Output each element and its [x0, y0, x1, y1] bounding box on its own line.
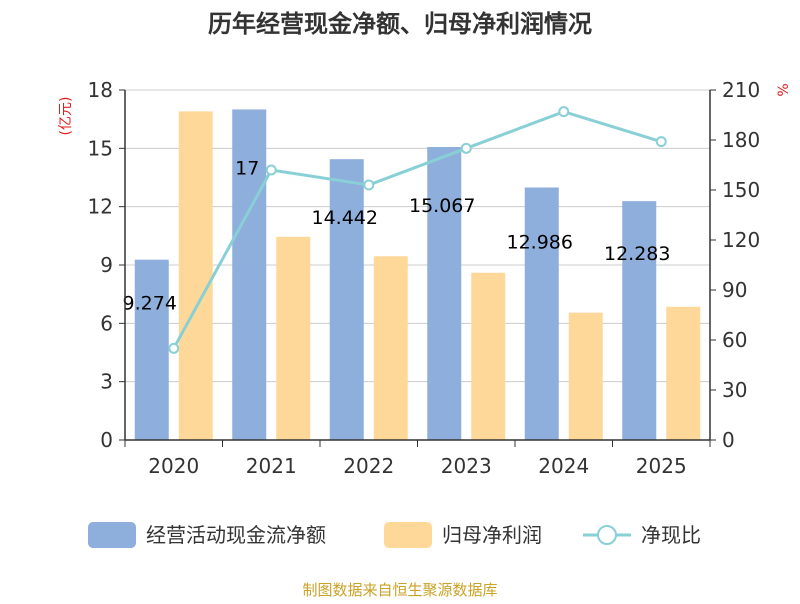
y-left-tick-label: 3 [100, 370, 113, 394]
bar-net-profit [276, 237, 310, 440]
data-label: 12.986 [507, 231, 573, 253]
line-point [169, 344, 178, 353]
line-point [462, 144, 471, 153]
y-left-tick-label: 6 [100, 311, 113, 335]
data-label: 9.274 [123, 293, 177, 315]
bar-operating-cashflow [427, 147, 461, 440]
x-tick-label: 2021 [246, 454, 297, 478]
source-note: 制图数据来自恒生聚源数据库 [302, 581, 497, 599]
y-left-tick-label: 9 [100, 253, 113, 277]
y-right-tick-label: 30 [722, 378, 747, 402]
x-tick-label: 2023 [441, 454, 492, 478]
y-right-tick-label: 180 [722, 128, 760, 152]
data-label: 14.442 [312, 207, 378, 229]
line-point [267, 166, 276, 175]
y-left-tick-label: 0 [100, 428, 113, 452]
bar-operating-cashflow [135, 260, 169, 440]
y-left-tick-label: 15 [88, 136, 113, 160]
bar-net-profit [374, 256, 408, 440]
y-left-tick-label: 18 [88, 78, 113, 102]
bar-net-profit [666, 307, 700, 440]
data-label: 12.283 [604, 243, 670, 265]
legend: 经营活动现金流净额 归母净利润 净现比 [88, 522, 701, 548]
y-right-tick-label: 60 [722, 328, 747, 352]
x-tick-label: 2024 [538, 454, 589, 478]
bar-operating-cashflow [622, 201, 656, 440]
y-right-tick-label: 150 [722, 178, 760, 202]
bar-net-profit [569, 313, 603, 440]
bar-operating-cashflow [525, 187, 559, 440]
y-right-tick-label: 90 [722, 278, 747, 302]
legend-label: 归母净利润 [442, 523, 542, 547]
x-tick-label: 2022 [343, 454, 394, 478]
legend-swatch-net-profit [384, 522, 432, 548]
line-point [657, 137, 666, 146]
bars [135, 109, 701, 440]
y-left-unit: (亿元) [58, 97, 74, 136]
y-right-tick-label: 120 [722, 228, 760, 252]
chart-title: 历年经营现金净额、归母净利润情况 [208, 10, 592, 38]
bar-net-profit [179, 111, 213, 440]
y-right-tick-label: 210 [722, 78, 760, 102]
data-label: 17 [235, 157, 259, 179]
x-tick-label: 2025 [636, 454, 687, 478]
y-left-tick-label: 12 [88, 195, 113, 219]
bar-net-profit [471, 273, 505, 440]
line-point [364, 181, 373, 190]
data-label: 15.067 [409, 195, 475, 217]
y-right-unit: % [776, 83, 792, 96]
bar-operating-cashflow [330, 159, 364, 440]
legend-swatch-marker [598, 526, 616, 544]
y-right-tick-label: 0 [722, 428, 735, 452]
legend-label: 净现比 [641, 523, 701, 547]
x-tick-label: 2020 [148, 454, 199, 478]
legend-label: 经营活动现金流净额 [146, 523, 326, 547]
legend-swatch-operating-cashflow [88, 522, 136, 548]
line-point [559, 107, 568, 116]
